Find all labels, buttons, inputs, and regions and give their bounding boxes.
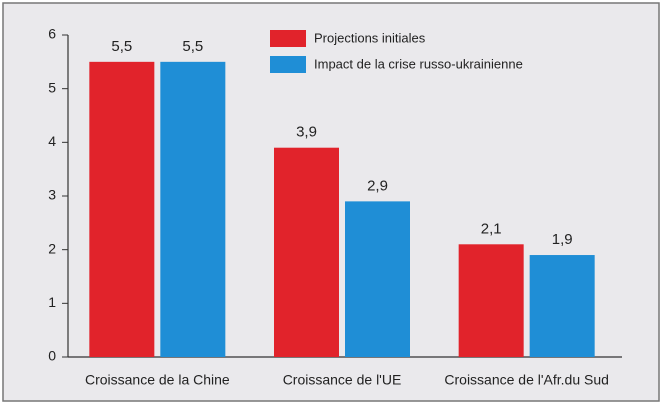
- y-tick-label: 4: [48, 133, 56, 149]
- legend-label: Impact de la crise russo-ukrainienne: [314, 56, 523, 71]
- bar: [89, 61, 155, 357]
- bar: [274, 147, 339, 357]
- legend-swatch: [270, 30, 306, 47]
- legend-label: Projections initiales: [314, 30, 426, 45]
- data-label: 5,5: [111, 38, 132, 55]
- bar: [458, 244, 524, 357]
- x-tick-label: Croissance de l'UE: [283, 372, 402, 388]
- x-tick-label: Croissance de l'Afr.du Sud: [444, 372, 609, 388]
- y-tick-label: 3: [48, 187, 56, 203]
- bar: [160, 61, 226, 357]
- data-label: 2,1: [481, 220, 502, 237]
- data-label: 2,9: [367, 177, 388, 194]
- bar: [345, 201, 410, 357]
- data-label: 1,9: [552, 231, 573, 248]
- x-tick-label: Croissance de la Chine: [85, 372, 230, 388]
- data-label: 5,5: [182, 38, 203, 55]
- data-label: 3,9: [296, 124, 317, 141]
- bar: [529, 255, 595, 357]
- y-tick-label: 0: [48, 348, 56, 364]
- legend-swatch: [270, 56, 306, 73]
- y-tick-label: 6: [48, 26, 56, 42]
- y-tick-label: 2: [48, 240, 56, 256]
- y-tick-label: 1: [48, 294, 56, 310]
- y-tick-label: 5: [48, 79, 56, 95]
